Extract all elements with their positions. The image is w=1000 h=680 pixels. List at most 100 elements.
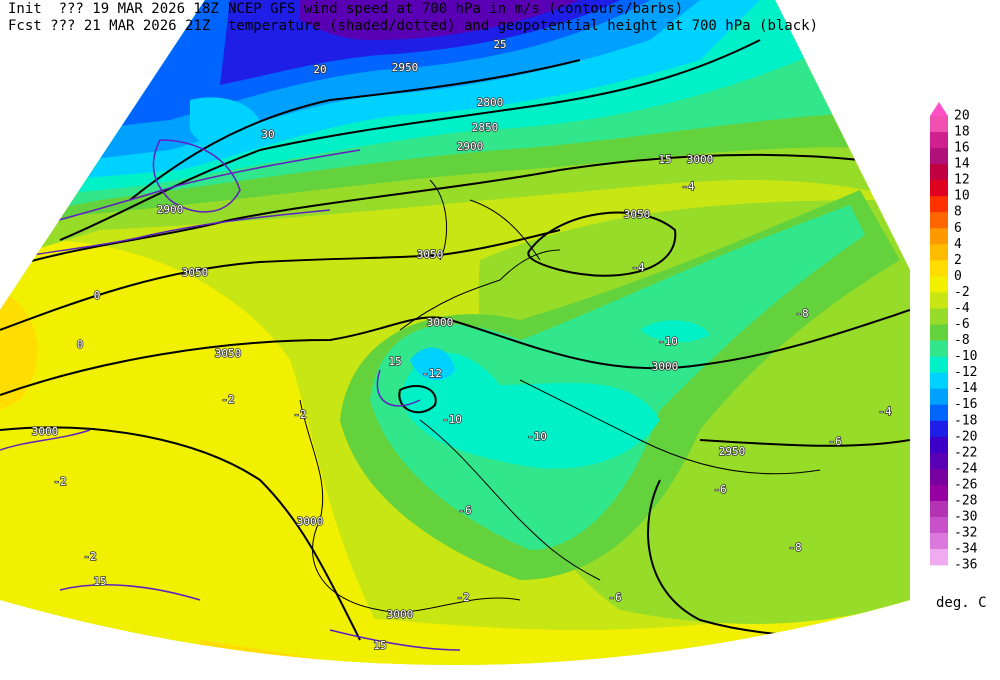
colorbar-swatch [930,180,948,197]
contour-label: 15 [93,575,106,588]
contour-label: 3050 [624,208,651,221]
contour-label: -4 [631,261,645,274]
colorbar-swatch [930,196,948,213]
contour-label: 15 [373,639,386,652]
colorbar-swatch [930,276,948,293]
coastlines [299,179,821,613]
colorbar-swatch [930,468,948,486]
colorbar-swatch [930,340,948,357]
temperature-field [640,320,710,342]
colorbar-label: -30 [954,510,977,525]
colorbar-swatch [930,132,948,149]
colorbar-label: -2 [954,285,970,300]
init-time: Init ??? 19 MAR 2026 18Z [8,1,219,17]
contour-label: 15 [658,153,671,166]
contour-label: -6 [713,483,726,496]
forecast-time: Fcst ??? 21 MAR 2026 21Z [8,18,210,34]
colorbar-swatch [930,484,948,502]
contour-label: 3000 [427,316,454,329]
colorbar-swatch [930,164,948,181]
contour-label: 2950 [719,445,746,458]
colorbar-swatch [930,212,948,229]
colorbar-swatch [930,452,948,470]
contour-label: -6 [608,591,621,604]
colorbar-swatch [930,388,948,406]
colorbar-label: -8 [954,333,970,348]
colorbar-label: 8 [954,205,962,220]
colorbar-label: -14 [954,381,978,396]
colorbar-label: 14 [954,157,970,172]
colorbar-swatch [930,404,948,422]
contour-label: -10 [658,335,678,348]
colorbar-label: -32 [954,526,977,541]
colorbar-label: 16 [954,141,970,156]
contour-label: 15 [388,355,401,368]
contour-label: -6 [828,435,841,448]
temperature-field [190,97,262,151]
colorbar-swatch [930,372,948,389]
colorbar-swatch [930,517,948,534]
colorbar-label: 12 [954,173,970,188]
colorbar-swatch [930,116,948,133]
colorbar-swatch [930,324,948,341]
temperature-field [300,0,580,40]
contour-label: 0 [94,289,101,302]
contour-label: -8 [795,307,808,320]
contour-label: -8 [788,541,801,554]
colorbar-swatch [930,549,948,566]
contour-label: 3000 [387,608,414,621]
colorbar-label: -22 [954,445,977,460]
colorbar-swatch [930,260,948,277]
contour-label: 0 [77,338,84,351]
contour-label: -2 [53,475,66,488]
colorbar-swatch [930,228,948,245]
height-contours [0,39,910,641]
contour-label: -12 [422,367,442,380]
contour-label: 20 [313,63,326,76]
map-labels: 3050305030503050300030003000300030003000… [31,37,893,653]
contour-label: -6 [458,504,471,517]
contour-label: -4 [878,405,892,418]
map [0,0,910,665]
contour-label: 2850 [472,121,499,134]
contour-label: 2950 [392,61,419,74]
colorbar-label: -10 [954,349,977,364]
colorbar-label: 4 [954,237,962,252]
contour-label: 3000 [32,425,59,438]
colorbar-arrow [930,102,948,116]
legend-unit: deg. C [936,595,987,611]
contour-label: -4 [681,180,695,193]
contour-label: 25 [493,38,506,51]
colorbar-label: 6 [954,221,962,236]
contour-label: 2800 [477,96,504,109]
contour-label: -2 [83,550,96,563]
colorbar-swatch [930,356,948,373]
colorbar-label: -28 [954,493,977,508]
temperature-field [400,352,660,469]
title-line-2: temperature (shaded/dotted) and geopoten… [228,18,818,34]
colorbar-label: 10 [954,189,970,204]
colorbar-label: -12 [954,365,977,380]
colorbar-swatch [930,533,948,550]
colorbar-label: -26 [954,477,977,492]
contour-label: 3000 [652,360,679,373]
contour-label: 2900 [457,140,484,153]
title-line-1: NCEP GFS wind speed at 700 hPa in m/s (c… [228,1,683,17]
contour-label: 30 [261,128,274,141]
contour-label: 3050 [182,266,209,279]
contour-label: 2900 [157,203,184,216]
colorbar: 20181614121086420-2-4-6-8-10-12-14-16-18… [930,102,978,573]
colorbar-swatch [930,436,948,454]
colorbar-label: -16 [954,397,977,412]
contour-label: 3050 [215,347,242,360]
colorbar-label: 18 [954,125,970,140]
contour-label: -2 [293,408,306,421]
temperature-field [410,347,455,381]
contour-label: -10 [527,430,547,443]
contour-label: -10 [442,413,462,426]
colorbar-label: 2 [954,253,962,268]
colorbar-swatch [930,308,948,325]
colorbar-label: 0 [954,269,962,284]
colorbar-swatch [930,500,948,518]
